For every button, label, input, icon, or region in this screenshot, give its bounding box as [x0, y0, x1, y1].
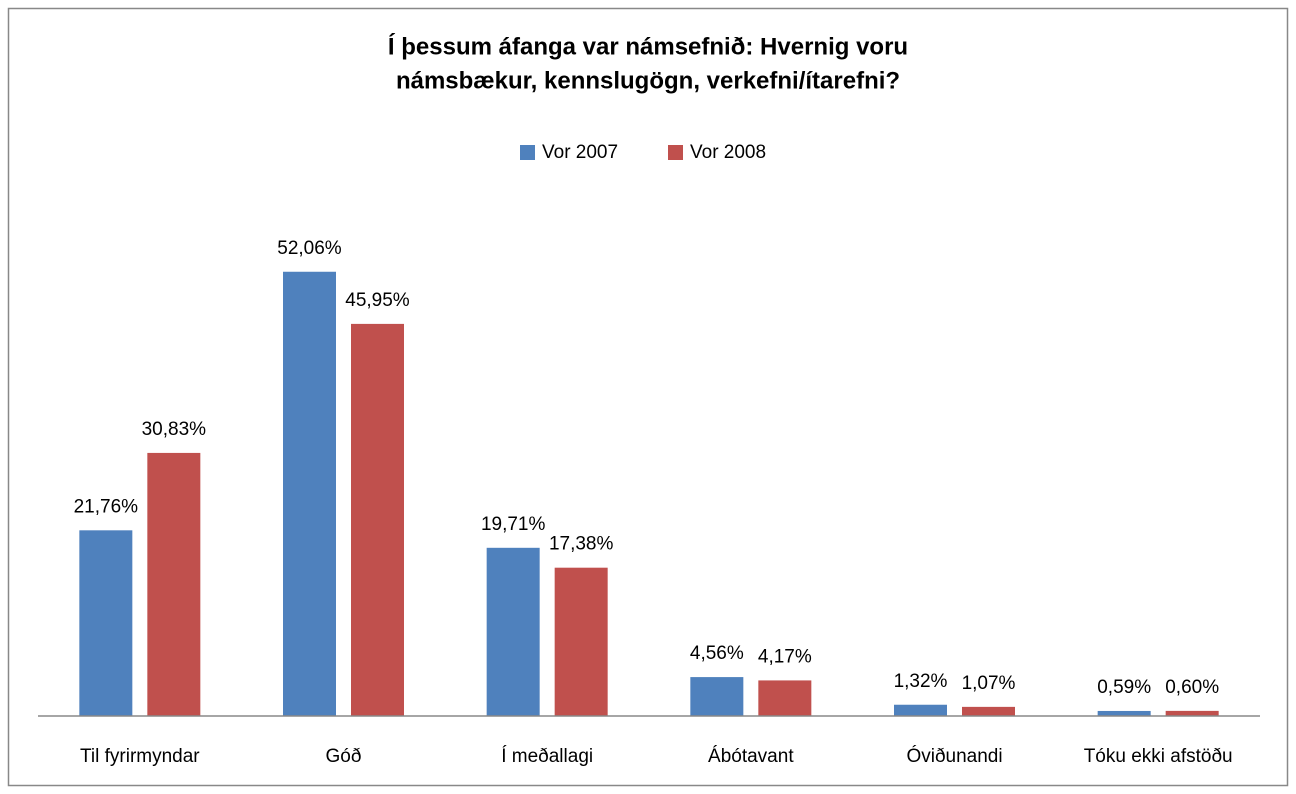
x-tick-label: Í meðallagi [501, 746, 593, 767]
legend-label: Vor 2008 [690, 142, 766, 163]
x-tick-label: Góð [326, 746, 362, 767]
data-label: 19,71% [481, 514, 546, 535]
bar [147, 452, 201, 716]
x-tick-label: Til fyrirmyndar [80, 746, 200, 767]
x-tick-label: Tóku ekki afstöðu [1084, 746, 1233, 767]
data-label: 1,07% [962, 673, 1016, 694]
data-label: 4,17% [758, 646, 812, 667]
legend-label: Vor 2007 [542, 142, 618, 163]
bar [894, 704, 947, 716]
data-label: 45,95% [345, 290, 410, 311]
x-tick-label: Ábótavant [708, 746, 794, 767]
data-label: 0,59% [1097, 677, 1151, 698]
bar [486, 547, 540, 716]
x-tick-label: Óviðunandi [906, 745, 1002, 767]
legend-swatch [668, 145, 683, 160]
bar [690, 677, 744, 716]
data-label: 1,32% [894, 671, 948, 692]
bar [1097, 710, 1151, 716]
legend-swatch [520, 145, 535, 160]
data-label: 0,60% [1165, 677, 1219, 698]
chart-title: námsbækur, kennslugögn, verkefni/ítarefn… [396, 67, 900, 94]
bar [758, 680, 812, 716]
data-label: 4,56% [690, 643, 744, 664]
chart-border [7, 7, 1289, 787]
data-label: 17,38% [549, 534, 614, 555]
bar [79, 530, 133, 716]
chart-title: Í þessum áfanga var námsefnið: Hvernig v… [388, 32, 908, 60]
bar [1165, 710, 1219, 716]
data-label: 30,83% [142, 419, 207, 440]
bar [283, 271, 336, 716]
data-label: 21,76% [74, 496, 139, 517]
bar [554, 567, 608, 716]
bar [962, 706, 1015, 716]
data-label: 52,06% [277, 238, 342, 259]
bar [351, 323, 404, 716]
